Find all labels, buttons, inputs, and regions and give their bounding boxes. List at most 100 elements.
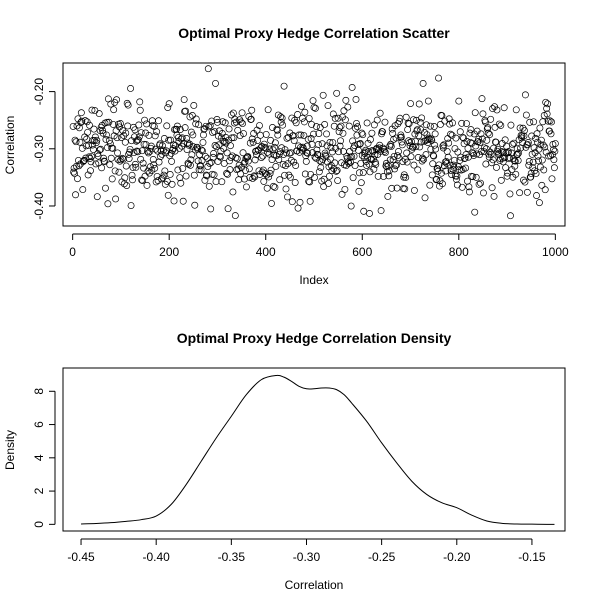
scatter-point: [165, 100, 173, 108]
scatter-point: [499, 158, 507, 166]
scatter-point: [210, 149, 218, 157]
scatter-point: [105, 118, 113, 126]
scatter-point: [325, 179, 332, 187]
scatter-point: [143, 181, 151, 189]
scatter-point: [301, 108, 309, 116]
scatter-point: [347, 158, 355, 166]
scatter-point: [302, 157, 310, 165]
scatter-point: [256, 170, 264, 178]
scatter-point: [74, 175, 81, 183]
scatter-point: [521, 127, 528, 134]
scatter-point: [289, 132, 297, 140]
scatter-point: [177, 179, 185, 187]
scatter-point: [353, 131, 361, 139]
scatter-point: [432, 145, 440, 153]
scatter-point: [426, 122, 434, 130]
scatter-point: [116, 120, 124, 127]
scatter-point: [115, 168, 123, 176]
scatter-point: [511, 162, 519, 170]
scatter-point: [447, 130, 455, 138]
scatter-point: [373, 116, 381, 124]
scatter-point: [399, 158, 407, 166]
scatter-point: [117, 134, 125, 141]
scatter-plot-frame: [62, 62, 566, 227]
scatter-point: [417, 138, 425, 146]
scatter-point: [453, 172, 461, 180]
scatter-point: [260, 140, 268, 148]
scatter-point: [236, 132, 244, 140]
scatter-point: [206, 159, 214, 167]
density-x-axis-label: Correlation: [285, 578, 344, 592]
scatter-point: [485, 150, 493, 158]
scatter-point: [364, 139, 372, 147]
scatter-point: [374, 172, 382, 180]
scatter-point: [85, 153, 93, 161]
scatter-point: [135, 121, 143, 129]
scatter-point: [291, 179, 299, 186]
scatter-point: [279, 121, 287, 129]
scatter-point: [377, 207, 385, 215]
scatter-point: [253, 126, 261, 134]
scatter-point: [387, 143, 395, 150]
scatter-point: [290, 158, 298, 166]
scatter-point: [155, 117, 163, 125]
scatter-point: [449, 119, 456, 127]
scatter-point: [75, 162, 83, 170]
scatter-point: [533, 130, 541, 138]
scatter-point: [285, 149, 293, 157]
scatter-point: [360, 207, 368, 215]
scatter-point: [198, 146, 205, 154]
scatter-point: [367, 136, 374, 144]
scatter-point: [303, 149, 311, 157]
scatter-point: [114, 149, 121, 157]
scatter-point: [539, 118, 547, 126]
scatter-point: [131, 160, 139, 168]
scatter-point: [122, 129, 130, 137]
scatter-point: [445, 139, 453, 147]
scatter-point: [181, 124, 189, 132]
scatter-point: [500, 104, 508, 112]
scatter-point: [137, 129, 145, 137]
scatter-point: [405, 120, 413, 128]
scatter-point: [205, 182, 213, 190]
scatter-point: [74, 156, 82, 164]
scatter-point: [526, 118, 534, 126]
scatter-point: [268, 199, 275, 207]
scatter-point: [423, 121, 430, 129]
scatter-point: [317, 164, 325, 171]
scatter-point: [214, 157, 222, 165]
scatter-point: [264, 106, 272, 114]
scatter-point: [190, 102, 198, 109]
scatter-point: [185, 160, 192, 168]
scatter-point: [542, 98, 550, 106]
scatter-point: [221, 138, 229, 145]
scatter-point: [285, 171, 293, 179]
scatter-point: [83, 118, 91, 126]
scatter-point: [228, 111, 235, 119]
scatter-point: [398, 141, 406, 149]
scatter-x-tick-label: 0: [69, 245, 76, 259]
scatter-point: [174, 166, 182, 174]
scatter-point: [416, 118, 424, 126]
scatter-point: [214, 118, 221, 126]
scatter-point: [391, 165, 399, 173]
scatter-point: [337, 122, 345, 130]
scatter-point: [507, 212, 514, 220]
scatter-point: [359, 131, 367, 139]
scatter-point: [482, 160, 490, 168]
scatter-point: [341, 185, 349, 193]
scatter-point: [267, 166, 275, 174]
scatter-point: [139, 159, 147, 167]
scatter-point: [250, 130, 258, 137]
scatter-point: [549, 146, 557, 154]
scatter-point: [179, 164, 187, 172]
scatter-point: [92, 160, 100, 168]
scatter-title: Optimal Proxy Hedge Correlation Scatter: [178, 25, 450, 41]
scatter-point: [316, 123, 324, 131]
scatter-point: [138, 176, 146, 184]
scatter-point: [257, 154, 265, 162]
scatter-point: [296, 198, 304, 206]
scatter-point: [462, 151, 470, 159]
scatter-point: [211, 128, 219, 135]
scatter-point: [403, 158, 411, 166]
